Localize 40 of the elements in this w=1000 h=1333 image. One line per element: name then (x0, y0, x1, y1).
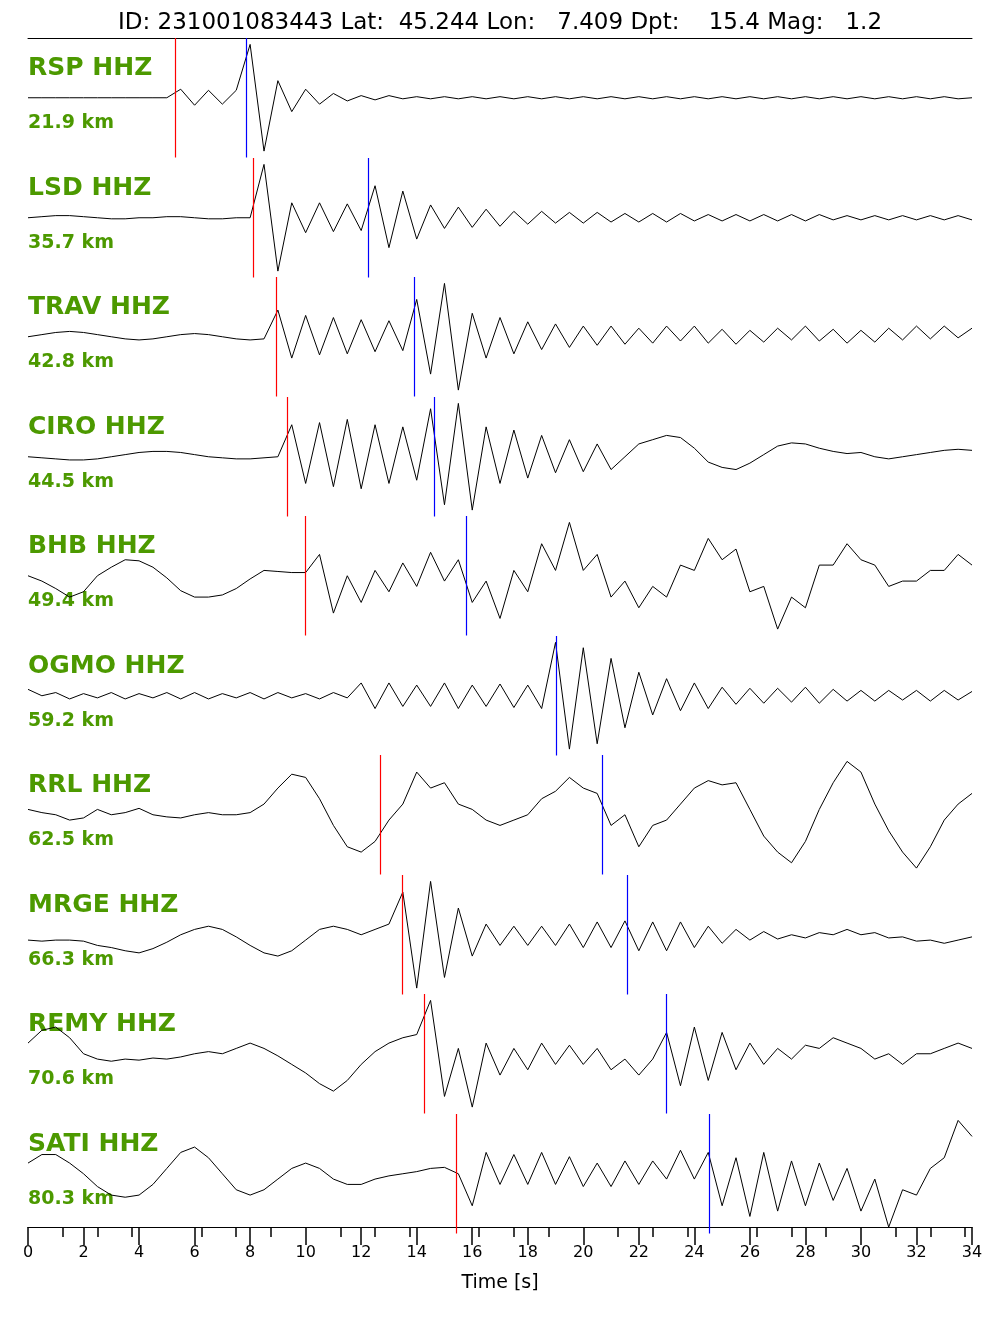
y-axis-title: OGMO HHZ (28, 649, 185, 679)
y-axis-title: LSD HHZ (28, 171, 152, 201)
x-tick-label: 8 (245, 1241, 256, 1261)
x-tick-label: 0 (22, 1241, 34, 1261)
y-axis-title: RSP HHZ (28, 52, 153, 81)
x-tick-label: 26 (739, 1241, 761, 1261)
x-tick-label: 30 (850, 1241, 872, 1261)
x-tick-label: 2 (78, 1241, 89, 1261)
annotation: 80.3 km (28, 1185, 114, 1207)
x-tick-label: 32 (906, 1241, 927, 1261)
y-axis-title: REMY HHZ (28, 1008, 176, 1037)
y-axis-title: SATI HHZ (28, 1127, 159, 1157)
annotation: 49.4 km (28, 587, 114, 610)
annotation: 21.9 km (28, 109, 114, 132)
y-axis-title: TRAV HHZ (28, 291, 170, 320)
x-tick-label: 10 (295, 1241, 316, 1261)
x-axis-title: Time [s] (460, 1269, 539, 1292)
annotation: 35.7 km (28, 229, 114, 251)
annotation: 42.8 km (28, 348, 114, 371)
annotation: 62.5 km (28, 826, 114, 849)
x-tick-label: 14 (406, 1241, 427, 1261)
y-axis-title: CIRO HHZ (28, 410, 165, 440)
chart-title: ID: 231001083443 Lat: 45.244 Lon: 7.409 Dpt: 15.4 Mag: 1.2 (117, 7, 883, 34)
x-tick-label: 34 (961, 1241, 983, 1261)
annotation: 70.6 km (28, 1065, 114, 1088)
annotation: 66.3 km (28, 946, 114, 968)
x-tick-label: 16 (462, 1241, 483, 1261)
x-tick-label: 4 (133, 1241, 145, 1261)
y-axis-title: RRL HHZ (28, 769, 152, 798)
x-tick-label: 22 (628, 1241, 649, 1261)
x-tick-label: 12 (351, 1241, 372, 1261)
y-axis-title: BHB HHZ (28, 530, 156, 559)
annotation: 44.5 km (28, 468, 114, 490)
x-tick-label: 20 (573, 1241, 594, 1261)
x-tick-label: 18 (517, 1241, 538, 1261)
x-tick-label: 28 (795, 1241, 816, 1261)
x-tick-label: 6 (189, 1241, 200, 1261)
annotation: 59.2 km (28, 707, 114, 729)
y-axis-title: MRGE HHZ (28, 888, 179, 918)
x-tick-label: 24 (684, 1241, 705, 1261)
